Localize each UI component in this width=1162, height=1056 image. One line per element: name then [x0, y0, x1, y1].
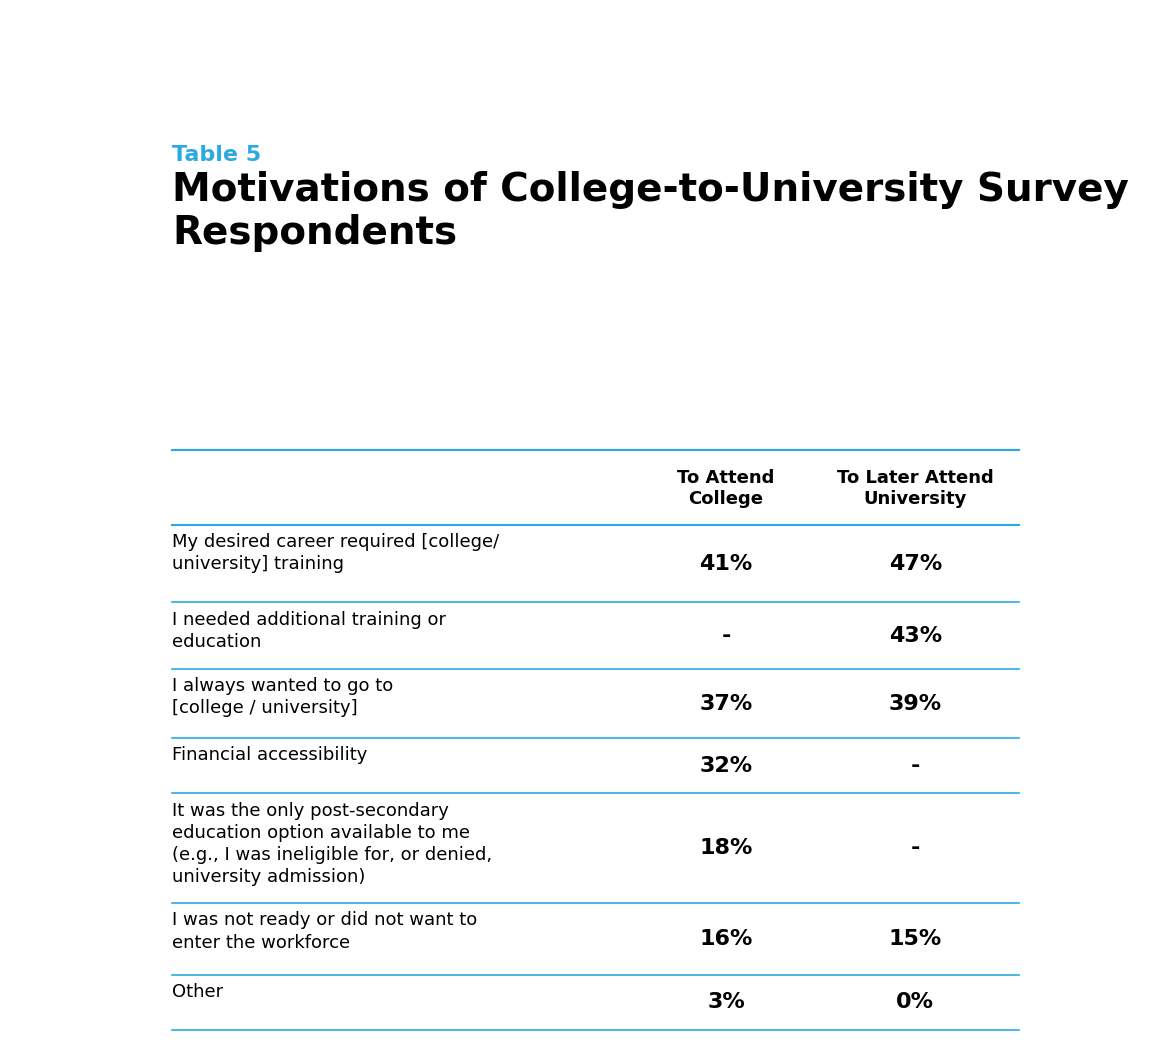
Text: 43%: 43% — [889, 626, 941, 645]
Text: I needed additional training or
education: I needed additional training or educatio… — [172, 610, 446, 650]
Text: -: - — [911, 756, 920, 776]
Text: My desired career required [college/
university] training: My desired career required [college/ uni… — [172, 533, 500, 573]
Text: I was not ready or did not want to
enter the workforce: I was not ready or did not want to enter… — [172, 911, 478, 951]
Text: To Later Attend
University: To Later Attend University — [837, 469, 994, 508]
Text: Financial accessibility: Financial accessibility — [172, 747, 367, 765]
Text: 15%: 15% — [889, 929, 942, 949]
Text: 47%: 47% — [889, 553, 942, 573]
Text: 32%: 32% — [700, 756, 753, 776]
Text: It was the only post-secondary
education option available to me
(e.g., I was ine: It was the only post-secondary education… — [172, 802, 493, 886]
Text: -: - — [911, 838, 920, 859]
Text: Other: Other — [172, 983, 223, 1001]
Text: Motivations of College-to-University Survey
Respondents: Motivations of College-to-University Sur… — [172, 171, 1129, 252]
Text: 18%: 18% — [700, 838, 753, 859]
Text: 0%: 0% — [896, 993, 934, 1013]
Text: 37%: 37% — [700, 694, 753, 714]
Text: 16%: 16% — [700, 929, 753, 949]
Text: 3%: 3% — [708, 993, 745, 1013]
Text: I always wanted to go to
[college / university]: I always wanted to go to [college / univ… — [172, 677, 394, 717]
Text: -: - — [722, 626, 731, 645]
Text: 39%: 39% — [889, 694, 941, 714]
Text: 41%: 41% — [700, 553, 753, 573]
Text: Table 5: Table 5 — [172, 145, 261, 165]
Text: To Attend
College: To Attend College — [677, 469, 775, 508]
